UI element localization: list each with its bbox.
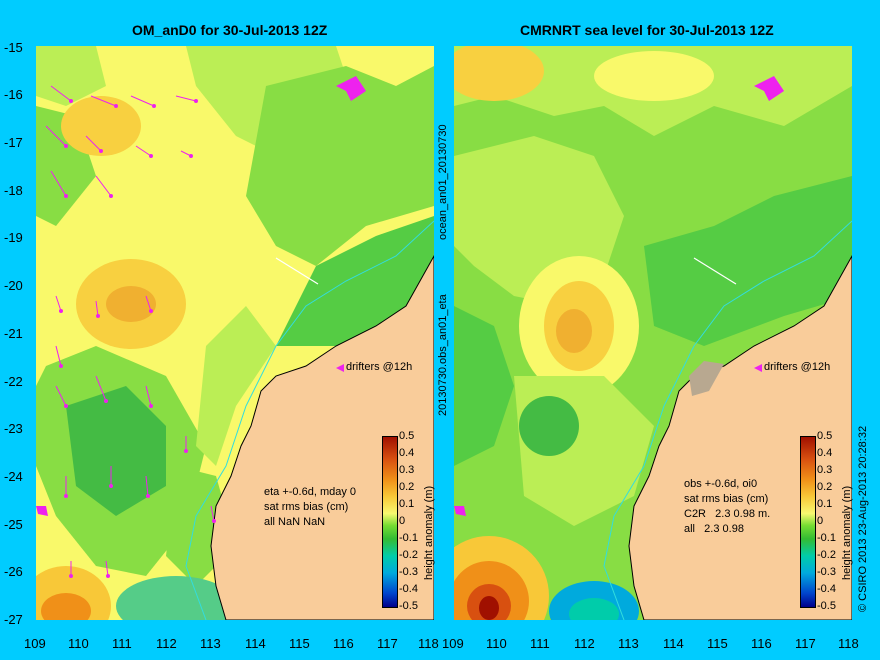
x-tick: 111 [530, 636, 550, 651]
cbar-tick: -0.2 [817, 549, 836, 561]
right-stats-4: all 2.3 0.98 [684, 523, 744, 535]
x-tick: 114 [663, 636, 684, 651]
x-tick: 114 [245, 636, 266, 651]
left-map-graphic [36, 46, 434, 620]
right-drifters-label: drifters @12h [764, 361, 831, 373]
y-tick: -16 [4, 87, 23, 102]
cbar-tick: -0.4 [399, 583, 418, 595]
x-tick: 116 [751, 636, 772, 651]
cbar-tick: -0.5 [399, 600, 418, 612]
x-tick: 113 [200, 636, 221, 651]
x-tick: 113 [618, 636, 639, 651]
left-colorbar-label: height anomaly (m) [423, 485, 435, 580]
y-tick: -19 [4, 230, 23, 245]
cbar-tick: -0.4 [817, 583, 836, 595]
x-tick: 112 [574, 636, 595, 651]
right-map-graphic [454, 46, 852, 620]
x-tick: 109 [442, 636, 464, 651]
y-tick: -23 [4, 421, 23, 436]
x-tick: 111 [112, 636, 132, 651]
x-tick: 112 [156, 636, 177, 651]
cbar-tick: 0.4 [399, 447, 415, 459]
middle-file-label: 20130730.obs_an01_eta [437, 294, 449, 416]
middle-run-label: ocean_an01_20130730 [437, 124, 449, 240]
cbar-tick: 0 [399, 515, 406, 527]
cbar-tick: 0.2 [399, 481, 415, 493]
cbar-tick: 0.1 [399, 498, 415, 510]
left-drifters-label: drifters @12h [346, 361, 413, 373]
cbar-tick: 0.2 [817, 481, 833, 493]
left-stats-3: all NaN NaN [264, 516, 326, 528]
credit-label: © CSIRO 2013 23-Aug-2013 20:28:32 [857, 425, 869, 612]
y-tick: -17 [4, 135, 23, 150]
cbar-tick: 0.4 [817, 447, 833, 459]
x-tick: 115 [707, 636, 728, 651]
cbar-tick: -0.3 [817, 566, 836, 578]
y-tick: -21 [4, 326, 23, 341]
cbar-tick: 0.5 [817, 430, 833, 442]
cbar-tick: 0 [817, 515, 824, 527]
left-colorbar [382, 436, 398, 608]
y-tick: -15 [4, 40, 23, 55]
y-tick: -27 [4, 612, 23, 627]
right-colorbar-label: height anomaly (m) [841, 485, 853, 580]
right-stats-2: sat rms bias (cm) [684, 493, 769, 505]
left-stats-2: sat rms bias (cm) [264, 501, 349, 513]
right-map-panel[interactable]: drifters @12h obs +-0.6d, oi0 sat rms bi… [454, 46, 852, 620]
x-tick: 115 [289, 636, 310, 651]
cbar-tick: 0.3 [399, 464, 415, 476]
x-tick: 110 [68, 636, 89, 651]
y-tick: -20 [4, 278, 23, 293]
cbar-tick: -0.5 [817, 600, 836, 612]
y-tick: -22 [4, 374, 23, 389]
y-tick: -24 [4, 469, 23, 484]
cbar-tick: -0.1 [399, 532, 418, 544]
x-tick: 118 [838, 636, 859, 651]
x-tick: 109 [24, 636, 46, 651]
left-stats-1: eta +-0.6d, mday 0 [264, 486, 357, 498]
x-tick: 117 [795, 636, 816, 651]
y-tick: -25 [4, 517, 23, 532]
right-panel-title: CMRNRT sea level for 30-Jul-2013 12Z [520, 22, 774, 38]
cbar-tick: 0.5 [399, 430, 415, 442]
cbar-tick: 0.3 [817, 464, 833, 476]
right-stats-1: obs +-0.6d, oi0 [684, 478, 758, 490]
x-tick: 117 [377, 636, 398, 651]
cbar-tick: -0.1 [817, 532, 836, 544]
x-tick: 116 [333, 636, 354, 651]
cbar-tick: 0.1 [817, 498, 833, 510]
cbar-tick: -0.3 [399, 566, 418, 578]
x-tick: 110 [486, 636, 507, 651]
cbar-tick: -0.2 [399, 549, 418, 561]
y-tick: -18 [4, 183, 23, 198]
left-map-panel[interactable]: drifters @12h eta +-0.6d, mday 0 sat rms… [36, 46, 434, 620]
right-colorbar [800, 436, 816, 608]
y-tick: -26 [4, 564, 23, 579]
right-stats-3: C2R 2.3 0.98 m. [684, 508, 771, 520]
x-tick: 118 [418, 636, 439, 651]
left-panel-title: OM_anD0 for 30-Jul-2013 12Z [132, 22, 328, 38]
